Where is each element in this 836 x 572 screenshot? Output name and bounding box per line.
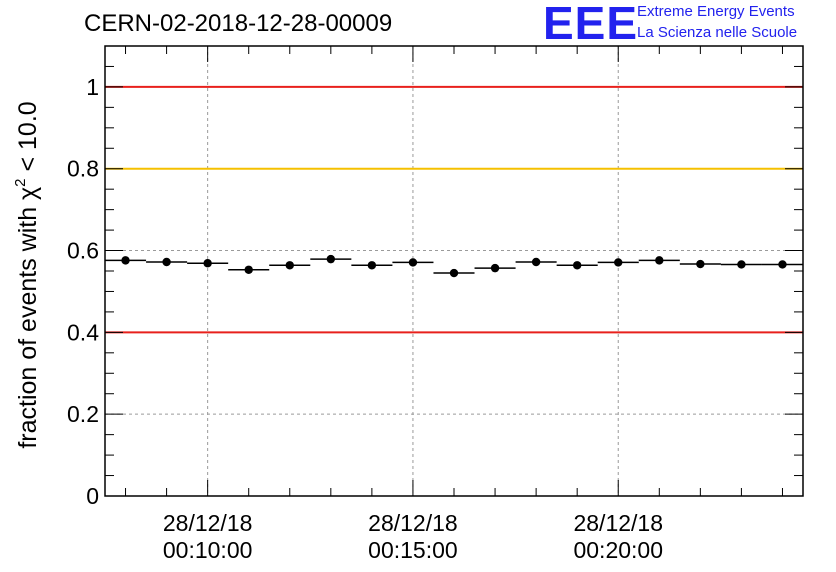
x-tick-label-date: 28/12/18: [573, 510, 663, 536]
x-tick-label-date: 28/12/18: [368, 510, 458, 536]
data-point: [146, 257, 188, 267]
y-tick-label: 0.6: [67, 238, 99, 264]
y-tick-label: 0.4: [67, 319, 99, 345]
data-point-marker: [244, 265, 253, 274]
data-point: [720, 260, 762, 269]
data-point: [269, 261, 311, 270]
data-point: [597, 258, 639, 267]
data-point-marker: [531, 257, 541, 267]
data-point: [392, 258, 434, 267]
data-points: [105, 254, 803, 278]
eee-logo: EEE Extreme Energy Events La Scienza nel…: [543, 0, 833, 48]
axes: 00.20.40.60.8128/12/1800:10:0028/12/1800…: [67, 45, 803, 563]
data-point-marker: [614, 258, 623, 267]
data-point-marker: [696, 259, 705, 269]
x-tick-label-time: 00:20:00: [573, 537, 663, 563]
data-point-marker: [490, 263, 500, 273]
data-point-marker: [408, 258, 418, 267]
data-point: [228, 265, 270, 274]
x-tick-label-time: 00:10:00: [163, 537, 253, 563]
data-point-marker: [367, 261, 377, 270]
y-tick-label: 1: [86, 74, 99, 100]
data-point: [761, 260, 803, 269]
data-point: [556, 261, 598, 270]
data-point: [351, 261, 393, 270]
data-point-marker: [778, 260, 787, 269]
data-point: [679, 259, 721, 269]
data-point: [187, 259, 229, 268]
data-point-marker: [285, 261, 294, 270]
data-point-marker: [203, 259, 212, 268]
x-tick-label-time: 00:15:00: [368, 537, 458, 563]
y-tick-label: 0.8: [67, 156, 99, 182]
y-axis-label: fraction of events with χ2 < 10.0: [12, 101, 42, 448]
chart-title: CERN-02-2018-12-28-00009: [84, 10, 393, 37]
data-point-marker: [449, 268, 459, 278]
x-tick-label-date: 28/12/18: [163, 510, 253, 536]
logo-text-line2: La Scienza nelle Scuole: [637, 24, 798, 41]
data-point: [310, 254, 352, 264]
data-point: [474, 263, 516, 273]
data-point-marker: [121, 256, 130, 265]
y-tick-label: 0.2: [67, 401, 99, 427]
data-point-marker: [572, 261, 582, 270]
logo-text-line1: Extreme Energy Events: [637, 3, 795, 20]
data-point-marker: [655, 256, 664, 265]
data-point: [433, 268, 475, 278]
data-point-marker: [162, 257, 171, 267]
data-point: [638, 256, 680, 265]
data-point-marker: [737, 260, 746, 269]
reference-lines: [105, 85, 803, 334]
data-point: [515, 257, 557, 267]
data-point: [105, 256, 147, 265]
eee-logo-mark: EEE: [543, 0, 639, 49]
y-tick-label: 0: [86, 483, 99, 509]
data-point-marker: [326, 254, 336, 264]
